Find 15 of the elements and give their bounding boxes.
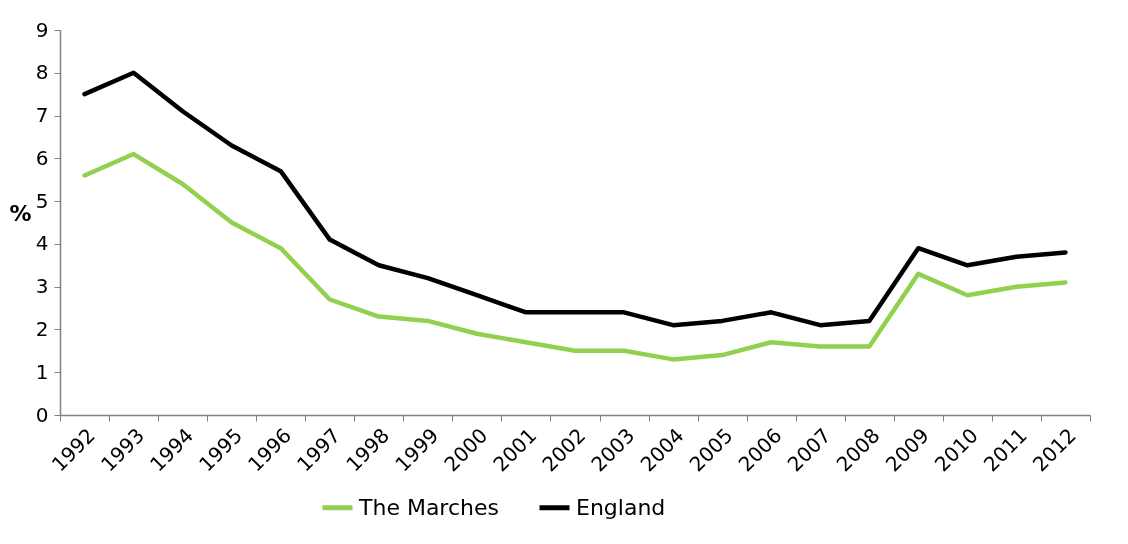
line-series [82,70,1068,328]
y-axis-title: % [9,200,32,226]
line-series [82,151,1068,362]
y-tick-label: 9 [35,17,49,42]
legend-label: The Marches [358,494,499,520]
y-tick-label: 5 [35,188,49,213]
y-tick-label: 8 [35,60,49,85]
legend-label: England [576,494,666,520]
y-tick-label: 4 [35,231,49,256]
y-tick-label: 6 [35,145,49,170]
y-tick-label: 3 [35,274,49,299]
y-tick-label: 1 [35,359,49,384]
y-tick-label: 7 [35,103,49,128]
y-tick-label: 0 [35,402,49,427]
y-tick-label: 2 [35,316,49,341]
